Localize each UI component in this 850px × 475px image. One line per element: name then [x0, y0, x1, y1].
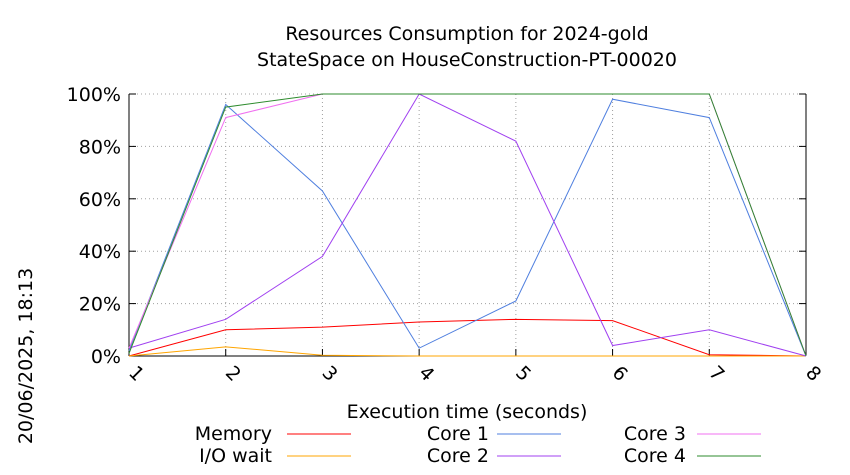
series-line-core-2	[128, 93, 807, 357]
y-tick-label: 0%	[91, 346, 121, 368]
legend-label-core-3: Core 3	[624, 423, 686, 445]
x-tick-label: 3	[318, 362, 342, 386]
chart-title: Resources Consumption for 2024-gold	[285, 23, 648, 45]
y-tick-label: 40%	[79, 241, 121, 263]
chart-subtitle: StateSpace on HouseConstruction-PT-00020	[257, 49, 677, 71]
side-timestamp-label: 20/06/2025, 18:13	[15, 268, 37, 444]
x-tick-label: 6	[608, 362, 632, 386]
x-tick-label: 8	[801, 362, 825, 386]
x-axis-label: Execution time (seconds)	[347, 401, 588, 423]
legend-label-memory: Memory	[195, 423, 272, 445]
x-tick-label: 7	[704, 362, 728, 386]
x-tick-label: 5	[511, 362, 535, 386]
y-tick-label: 100%	[67, 84, 121, 106]
legend-label-core-2: Core 2	[427, 445, 489, 467]
x-tick-label: 2	[221, 362, 245, 386]
series-line-memory	[128, 318, 807, 357]
legend-label-core-4: Core 4	[624, 445, 686, 467]
y-tick-label: 20%	[79, 294, 121, 316]
series-line-core-1	[128, 98, 807, 357]
y-tick-label: 60%	[79, 189, 121, 211]
y-tick-label: 80%	[79, 136, 121, 158]
legend-label-i-o-wait: I/O wait	[199, 445, 272, 467]
series-lines	[128, 93, 807, 357]
series-line-i-o-wait	[128, 346, 806, 357]
axes: 0% 20% 40% 60% 80% 100% 1 2 3 4 5 6 7 8	[67, 84, 826, 386]
series-line-core-4	[128, 93, 807, 357]
legend-label-core-1: Core 1	[427, 423, 489, 445]
x-tick-label: 4	[414, 362, 438, 386]
x-tick-label: 1	[124, 362, 148, 386]
